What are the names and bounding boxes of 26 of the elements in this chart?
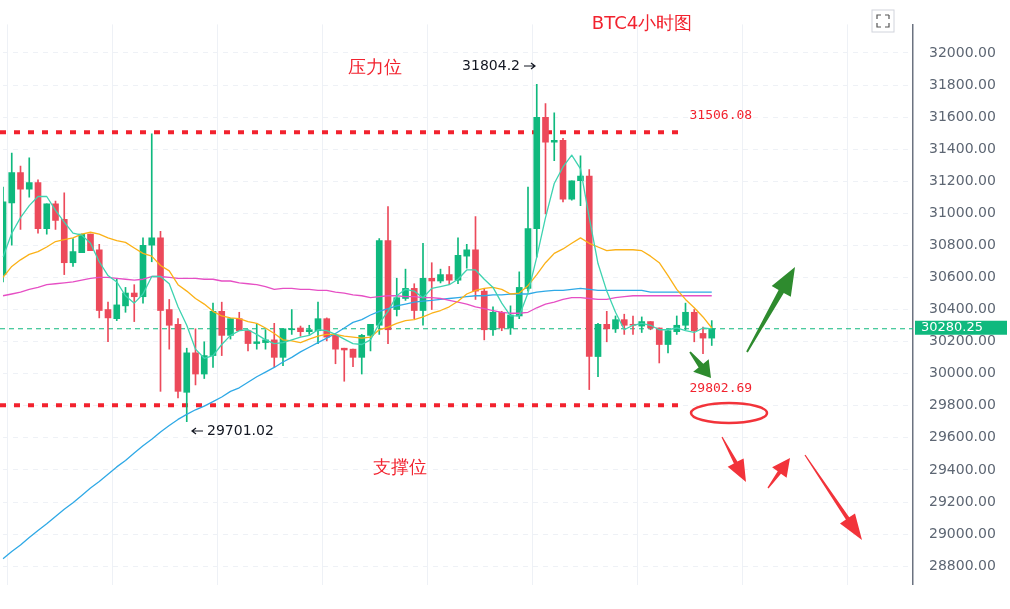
annotation: 31804.2: [462, 56, 520, 73]
y-tick-label: 30200.00: [929, 332, 996, 349]
y-tick-label: 29400.00: [929, 460, 996, 477]
annotation: 29701.02: [207, 421, 274, 438]
y-tick-label: 30800.00: [929, 236, 996, 253]
y-tick-label: 29000.00: [929, 524, 996, 541]
y-tick-label: 30400.00: [929, 300, 996, 317]
y-tick-label: 30000.00: [929, 364, 996, 381]
y-tick-label: 31000.00: [929, 203, 996, 220]
y-tick-label: 30600.00: [929, 268, 996, 285]
y-tick-label: 31600.00: [929, 107, 996, 124]
ref-line-label: 30280.25: [921, 319, 984, 335]
y-tick-label: 32000.00: [929, 43, 996, 60]
annotation: 压力位: [348, 55, 402, 77]
y-tick-label: 31200.00: [929, 171, 996, 188]
y-tick-label: 29800.00: [929, 396, 996, 413]
chart-title: BTC4小时图: [591, 11, 693, 33]
ref-line-label: 31506.08: [689, 106, 753, 122]
y-tick-label: 28800.00: [929, 556, 996, 573]
ref-line-label: 29802.69: [689, 379, 753, 395]
y-tick-label: 31800.00: [929, 75, 996, 92]
y-tick-label: 29200.00: [929, 492, 996, 509]
candlestick: [288, 309, 296, 335]
y-tick-label: 31400.00: [929, 139, 996, 156]
annotation: 支撑位: [373, 455, 427, 477]
y-tick-label: 29600.00: [929, 428, 996, 445]
